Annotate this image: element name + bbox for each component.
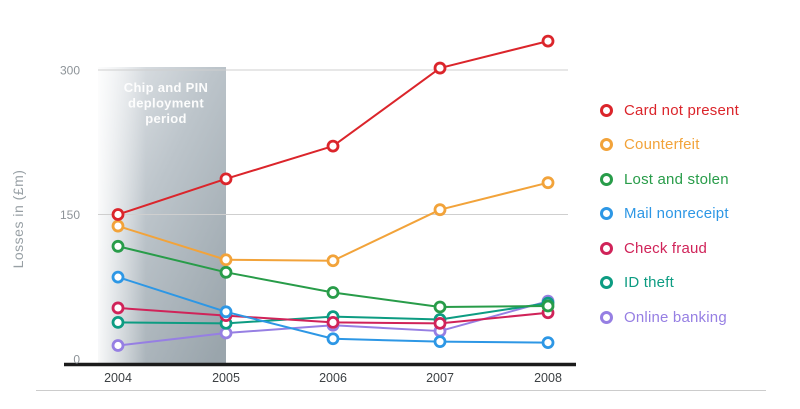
data-point-check-fraud-2006: [326, 315, 340, 329]
legend-label: Online banking: [624, 308, 727, 326]
data-point-mail-nonreceipt-2005: [219, 305, 233, 319]
y-tick-label: 300: [60, 64, 80, 78]
y-tick-label: 150: [60, 208, 80, 222]
x-tick-label-2005: 2005: [212, 371, 240, 385]
legend-item-online-banking: Online banking: [600, 306, 739, 328]
data-point-card-not-present-2008: [541, 34, 555, 48]
data-point-lost-and-stolen-2008: [541, 299, 555, 313]
data-point-id-theft-2004: [111, 315, 125, 329]
series-counterfeit: [111, 176, 555, 268]
y-tick-label: 0: [73, 353, 80, 367]
legend-label: Counterfeit: [624, 136, 700, 153]
x-tick-label-2006: 2006: [319, 371, 347, 385]
data-point-counterfeit-2007: [433, 203, 447, 217]
data-point-mail-nonreceipt-2004: [111, 270, 125, 284]
legend-label: Check fraud: [624, 239, 708, 257]
data-point-counterfeit-2006: [326, 254, 340, 268]
data-point-counterfeit-2008: [541, 176, 555, 190]
legend-ring-icon: [600, 276, 613, 289]
data-point-card-not-present-2006: [326, 139, 340, 153]
legend-item-mail-nonreceipt: Mail nonreceipt: [600, 203, 739, 225]
legend-item-lost-and-stolen: Lost and stolen: [600, 168, 739, 190]
y-axis-title: Losses in (£m): [10, 169, 26, 269]
legend-ring-icon: [600, 138, 613, 151]
data-point-check-fraud-2007: [433, 316, 447, 330]
data-point-mail-nonreceipt-2007: [433, 335, 447, 349]
legend-label: Card not present: [624, 101, 739, 119]
legend-item-counterfeit: Counterfeit: [600, 134, 739, 156]
chart-legend: Card not present Counterfeit Lost and stol…: [600, 99, 739, 341]
data-point-counterfeit-2004: [111, 219, 125, 233]
legend-ring-icon: [600, 172, 613, 186]
data-point-lost-and-stolen-2006: [326, 286, 340, 299]
legend-ring-icon: [600, 103, 613, 117]
data-point-check-fraud-2004: [111, 301, 125, 315]
series-lost-and-stolen: [111, 239, 555, 314]
data-point-counterfeit-2005: [219, 253, 233, 267]
data-point-lost-and-stolen-2004: [111, 239, 125, 253]
data-point-card-not-present-2004: [111, 208, 125, 221]
data-point-lost-and-stolen-2005: [219, 265, 233, 279]
data-point-card-not-present-2007: [433, 61, 447, 75]
legend-ring-icon: [600, 207, 613, 220]
legend-label: Lost and stolen: [624, 170, 729, 188]
legend-item-card-not-present: Card not present: [600, 99, 739, 121]
x-tick-label-2008: 2008: [534, 371, 562, 385]
legend-item-id-theft: ID theft: [600, 272, 739, 294]
deployment-band-label: Chip and PIN deployment period: [124, 80, 209, 126]
legend-label: ID theft: [624, 274, 674, 291]
x-tick-label-2007: 2007: [426, 371, 454, 385]
series-card-not-present: [111, 34, 555, 221]
data-point-mail-nonreceipt-2006: [326, 332, 340, 346]
data-point-mail-nonreceipt-2008: [541, 336, 555, 350]
legend-ring-icon: [600, 310, 613, 324]
legend-ring-icon: [600, 241, 613, 255]
legend-label: Mail nonreceipt: [624, 205, 729, 222]
x-tick-label-2004: 2004: [104, 371, 132, 385]
series-mail-nonreceipt: [111, 270, 555, 350]
legend-item-check-fraud: Check fraud: [600, 237, 739, 259]
data-point-card-not-present-2005: [219, 172, 233, 186]
data-point-lost-and-stolen-2007: [433, 300, 447, 314]
data-point-online-banking-2004: [111, 339, 125, 352]
